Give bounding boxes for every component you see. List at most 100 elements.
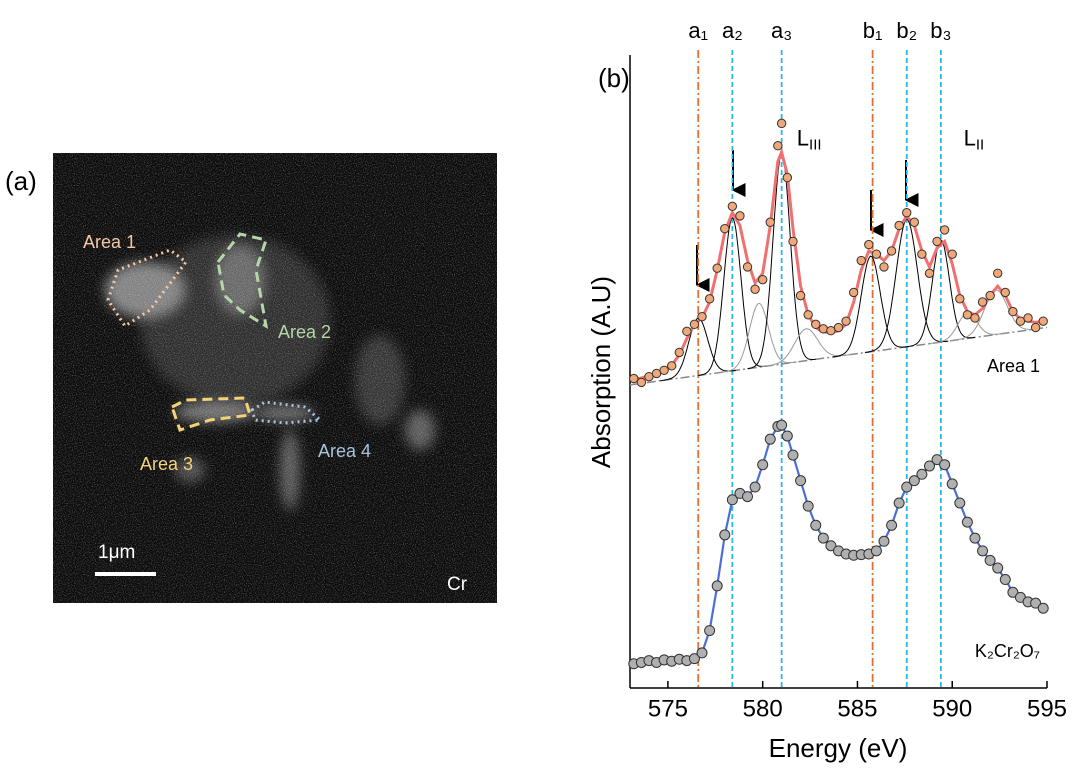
data-point — [802, 500, 814, 512]
edge-label-main: L — [797, 125, 809, 150]
data-point — [776, 419, 788, 431]
plot-area — [628, 50, 1049, 689]
fit-component — [760, 328, 852, 368]
data-point — [902, 207, 912, 218]
data-point — [810, 519, 822, 531]
data-point — [985, 290, 995, 301]
data-point — [749, 481, 761, 493]
data-point — [984, 554, 996, 566]
data-point — [764, 433, 776, 445]
data-point — [811, 319, 821, 330]
fit-component — [832, 255, 909, 358]
data-point — [704, 294, 715, 304]
data-point — [917, 249, 927, 259]
data-point — [782, 172, 793, 183]
data-point — [977, 545, 989, 557]
data-point — [993, 268, 1003, 278]
data-point — [735, 211, 745, 221]
data-point — [969, 532, 981, 544]
data-point — [992, 562, 1004, 574]
data-point — [833, 322, 844, 333]
data-point — [864, 239, 874, 250]
data-point — [629, 373, 639, 384]
edge-label-sub: III — [809, 136, 822, 153]
area-label: Area 1 — [83, 232, 136, 252]
area-outline — [106, 248, 189, 329]
data-point — [711, 580, 723, 592]
data-point — [848, 287, 859, 298]
reference-label: a₃ — [771, 18, 792, 43]
data-point — [776, 118, 787, 129]
scale-bar-label: 1μm — [98, 542, 135, 563]
reference-label: a₁ — [688, 18, 708, 43]
data-point — [939, 225, 950, 235]
data-point — [781, 430, 793, 442]
series-label: K₂Cr₂O₇ — [975, 641, 1040, 661]
data-point — [787, 449, 799, 461]
data-point — [720, 223, 730, 234]
data-point — [999, 574, 1011, 586]
data-point — [1030, 322, 1041, 333]
data-point — [818, 324, 829, 334]
edge-label: LIII — [797, 125, 822, 153]
data-point — [696, 647, 708, 659]
reference-label: b₁ — [863, 18, 883, 43]
data-point — [689, 319, 700, 330]
fit-component — [864, 218, 949, 353]
x-tick-label: 590 — [932, 695, 972, 722]
series-label: Area 1 — [987, 356, 1040, 376]
data-point — [704, 625, 716, 637]
data-point — [955, 294, 965, 304]
data-point — [909, 217, 920, 227]
panel-label: (a) — [5, 166, 37, 196]
x-tick-label: 595 — [1027, 695, 1067, 722]
area-label: Area 3 — [140, 454, 193, 474]
edge-label: LII — [964, 125, 985, 153]
data-point — [886, 519, 898, 531]
data-point — [1030, 597, 1042, 609]
area-label: Area 2 — [278, 322, 331, 342]
element-label: Cr — [447, 574, 468, 595]
data-point — [841, 316, 851, 326]
data-point — [923, 460, 935, 472]
area-outline — [216, 232, 269, 330]
data-point — [765, 217, 775, 227]
data-point — [916, 468, 928, 480]
data-point — [947, 249, 957, 259]
data-point — [712, 263, 722, 273]
data-point — [932, 236, 942, 247]
x-tick-label: 585 — [837, 695, 877, 722]
data-point — [719, 529, 731, 541]
data-point — [803, 310, 813, 320]
data-point — [795, 290, 806, 301]
area-label: Area 4 — [318, 441, 371, 461]
area-outline — [170, 396, 252, 432]
micrograph-panel: (a) 1μm Cr — [5, 153, 497, 603]
data-point — [879, 262, 889, 272]
panel-label: (b) — [598, 63, 630, 93]
data-point — [742, 491, 754, 503]
reference-label: a₂ — [722, 18, 743, 43]
reference-label: b₃ — [930, 18, 951, 43]
data-point — [886, 246, 897, 256]
data-point — [961, 516, 973, 528]
data-point — [871, 249, 882, 259]
data-point — [908, 475, 920, 487]
series — [628, 419, 1049, 670]
fit-line — [633, 147, 1044, 382]
data-point — [697, 311, 707, 322]
noise — [53, 153, 497, 603]
data-point — [977, 297, 988, 307]
micrograph-features — [53, 153, 497, 603]
y-axis-title: Absorption (A.U) — [586, 276, 616, 468]
data-point — [773, 141, 783, 151]
data-line — [633, 423, 1044, 665]
data-point — [757, 459, 769, 471]
data-point — [788, 236, 798, 247]
edge-label-main: L — [964, 125, 976, 150]
data-point — [636, 377, 647, 388]
data-point — [1000, 287, 1010, 298]
data-point — [757, 274, 768, 285]
